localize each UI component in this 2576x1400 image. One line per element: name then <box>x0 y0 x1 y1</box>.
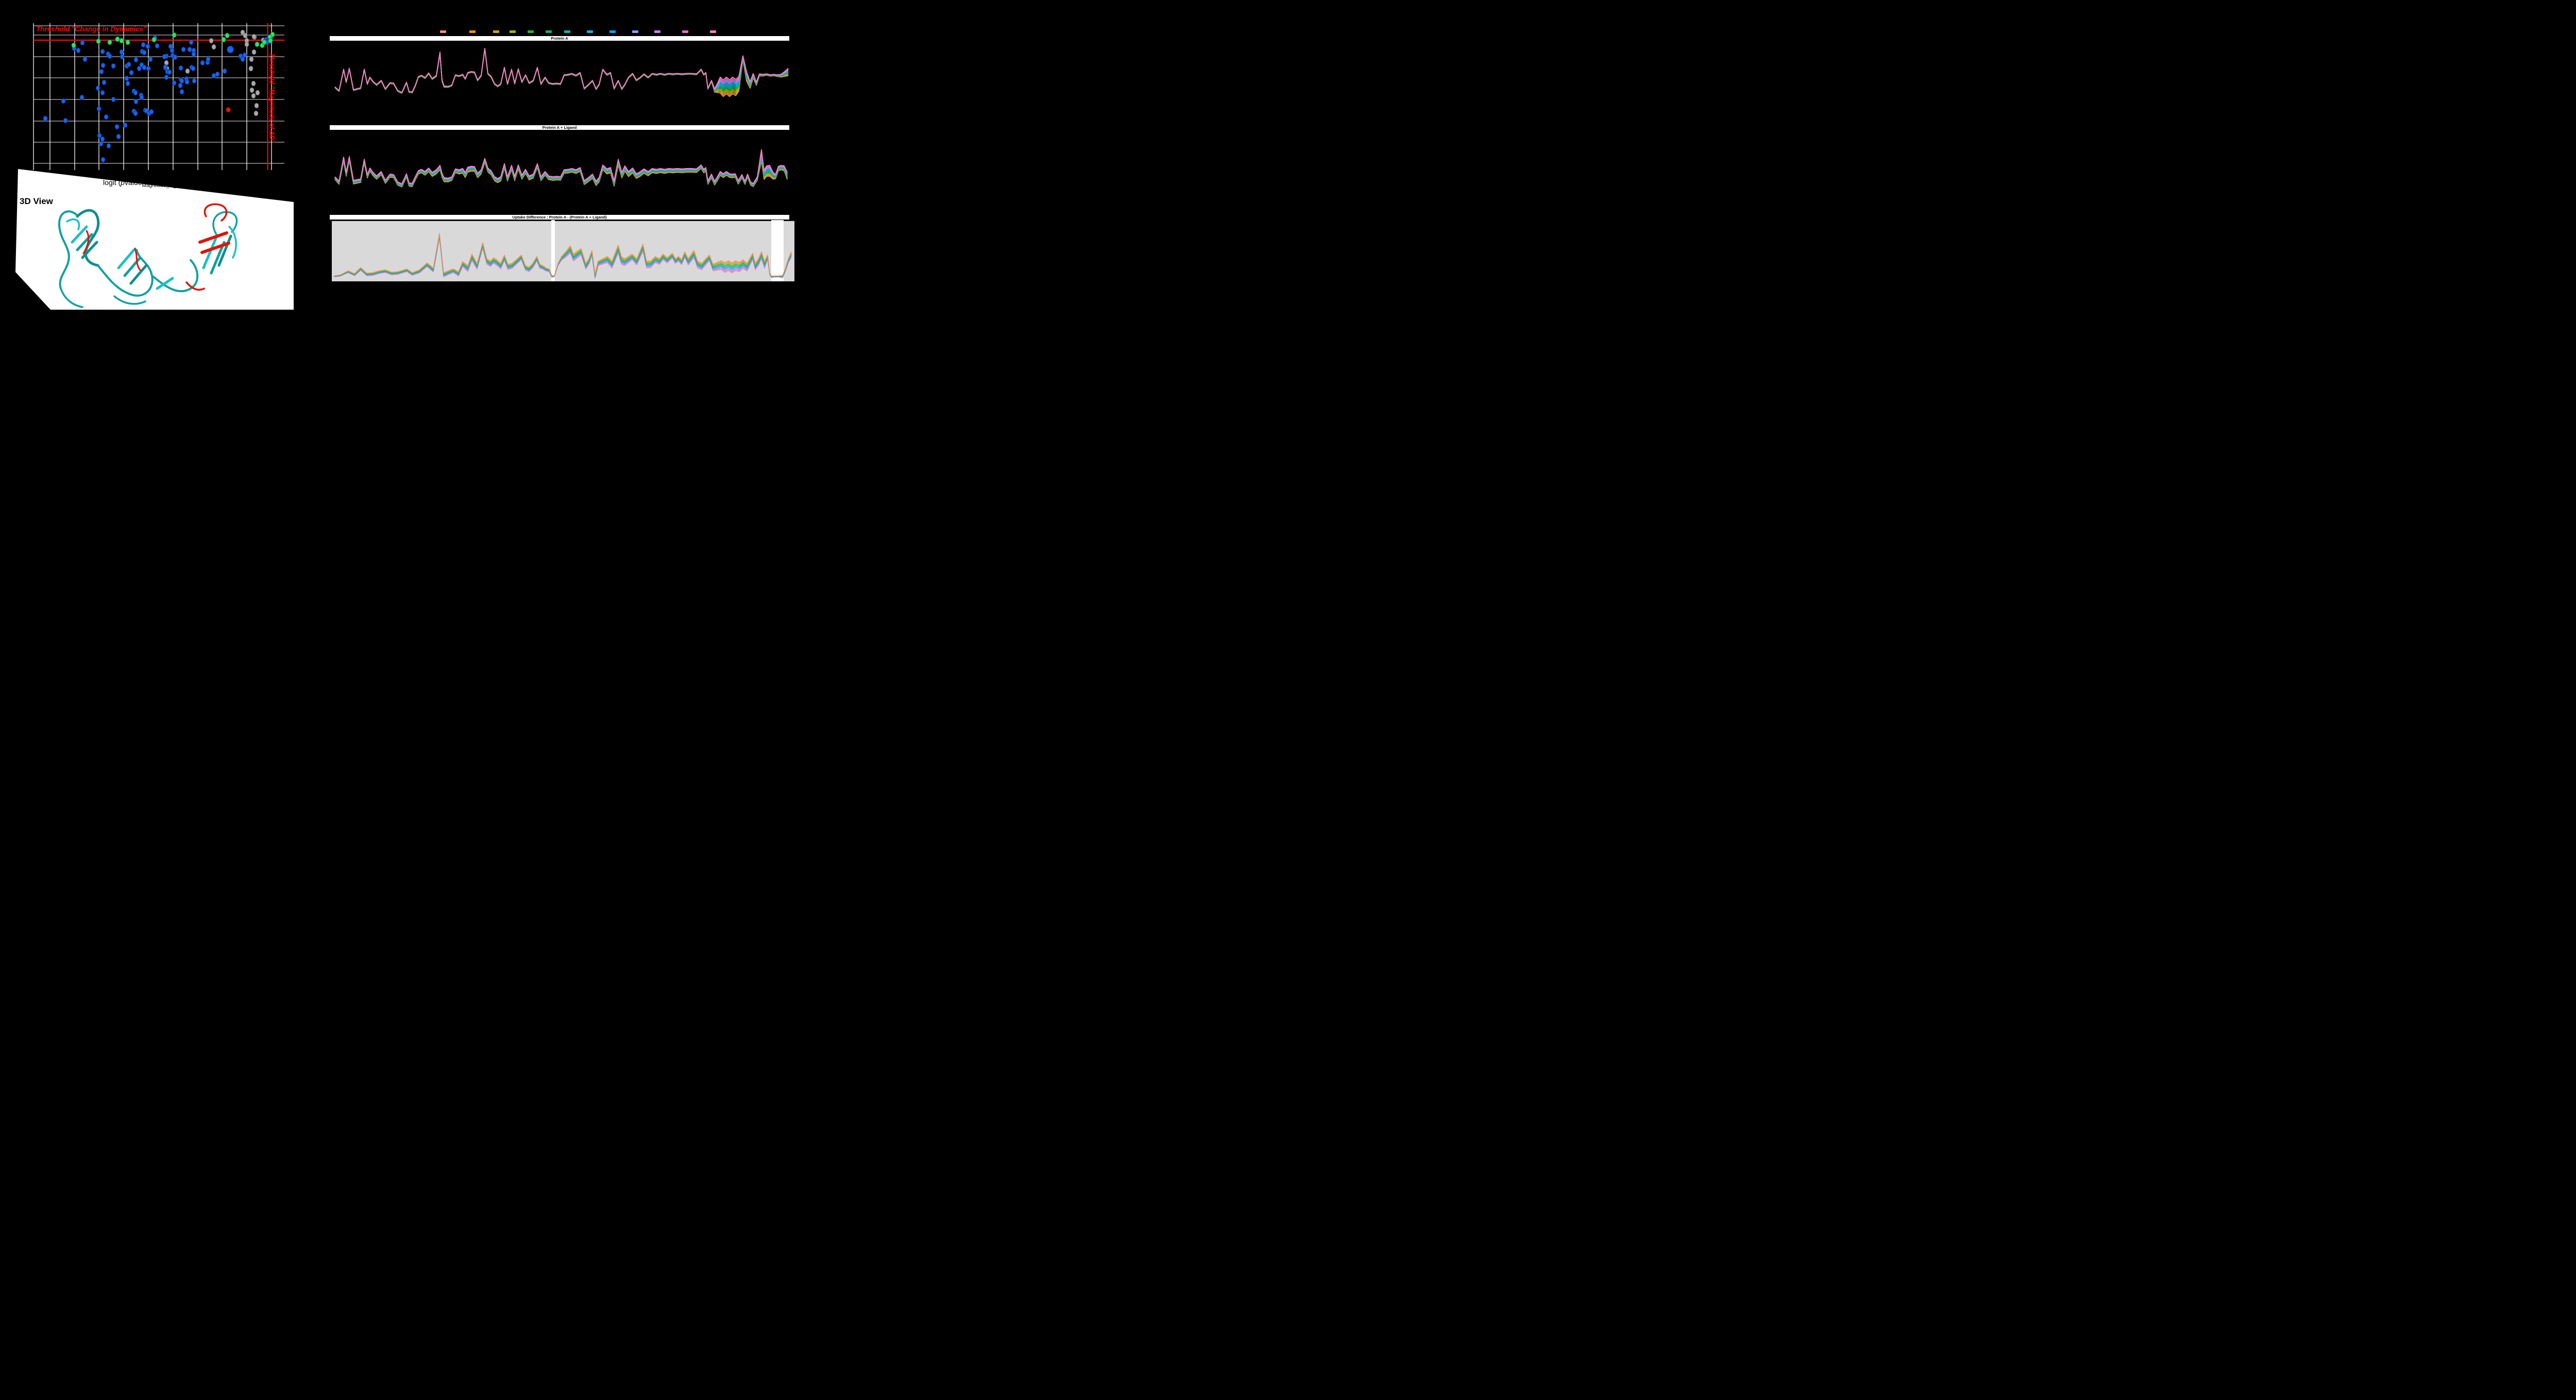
protein-ribbon <box>58 209 238 308</box>
chart-title-strip-protein-a-ligand: Protein A + Ligand <box>330 125 789 130</box>
legend-swatch-2[interactable] <box>469 30 476 33</box>
x-tick--100: −100 <box>142 173 155 179</box>
axis-title-subscript: Magnitude_of_Delta_D <box>142 183 195 189</box>
protein-structure-viewport[interactable] <box>0 0 330 310</box>
chart-title-uptake-difference: Uptake Difference : Protein A - (Protein… <box>512 215 607 220</box>
uptake-chart-protein-a <box>334 47 789 97</box>
axis-title-p: p <box>121 178 125 187</box>
legend-swatch-11[interactable] <box>654 30 660 33</box>
axis-title-pre: logit ( <box>103 178 121 187</box>
uptake-difference-chart <box>333 232 792 279</box>
coverage-gap-band <box>551 220 555 281</box>
chart-title-strip-protein-a: Protein A <box>330 36 789 41</box>
legend-swatch-7[interactable] <box>564 30 570 33</box>
protein-ribbon-highlight-red <box>82 203 230 291</box>
3d-view-title: 3D View <box>20 196 53 206</box>
legend-swatch-5[interactable] <box>528 30 534 33</box>
legend-swatch-13[interactable] <box>710 30 716 33</box>
threshold-change-in-dynamics-label: Threshold "Change in Dynamics" <box>36 25 147 33</box>
volcano-plot-canvas[interactable] <box>0 0 309 175</box>
chart-title-protein-a-ligand: Protein A + Ligand <box>542 125 577 130</box>
legend-swatch-12[interactable] <box>682 30 688 33</box>
chart-title-protein-a: Protein A <box>551 36 568 41</box>
legend-swatch-8[interactable] <box>587 30 593 33</box>
legend-swatch-6[interactable] <box>546 30 552 33</box>
chart-title-strip-uptake-difference: Uptake Difference : Protein A - (Protein… <box>330 215 789 220</box>
legend-swatch-10[interactable] <box>632 30 638 33</box>
figure-canvas: Threshold "Change in Dynamics" Threshold… <box>0 0 808 310</box>
threshold-magnitude-label: Threshold "Magnitude of ΔD" <box>268 53 276 143</box>
coverage-gap-band <box>771 220 784 281</box>
volcano-x-axis-title: logit (pvalueMagnitude_of_Delta_D) <box>103 178 197 189</box>
x-tick--150: −150 <box>93 173 105 179</box>
legend-swatch-1[interactable] <box>440 30 446 33</box>
axis-title-post: ) <box>194 178 197 187</box>
legend-swatch-9[interactable] <box>609 30 616 33</box>
3d-view-panel <box>0 0 808 310</box>
legend-swatch-3[interactable] <box>493 30 499 33</box>
legend-swatch-4[interactable] <box>510 30 516 33</box>
axis-title-value: value <box>125 178 142 187</box>
uptake-chart-protein-a-ligand <box>334 149 788 188</box>
